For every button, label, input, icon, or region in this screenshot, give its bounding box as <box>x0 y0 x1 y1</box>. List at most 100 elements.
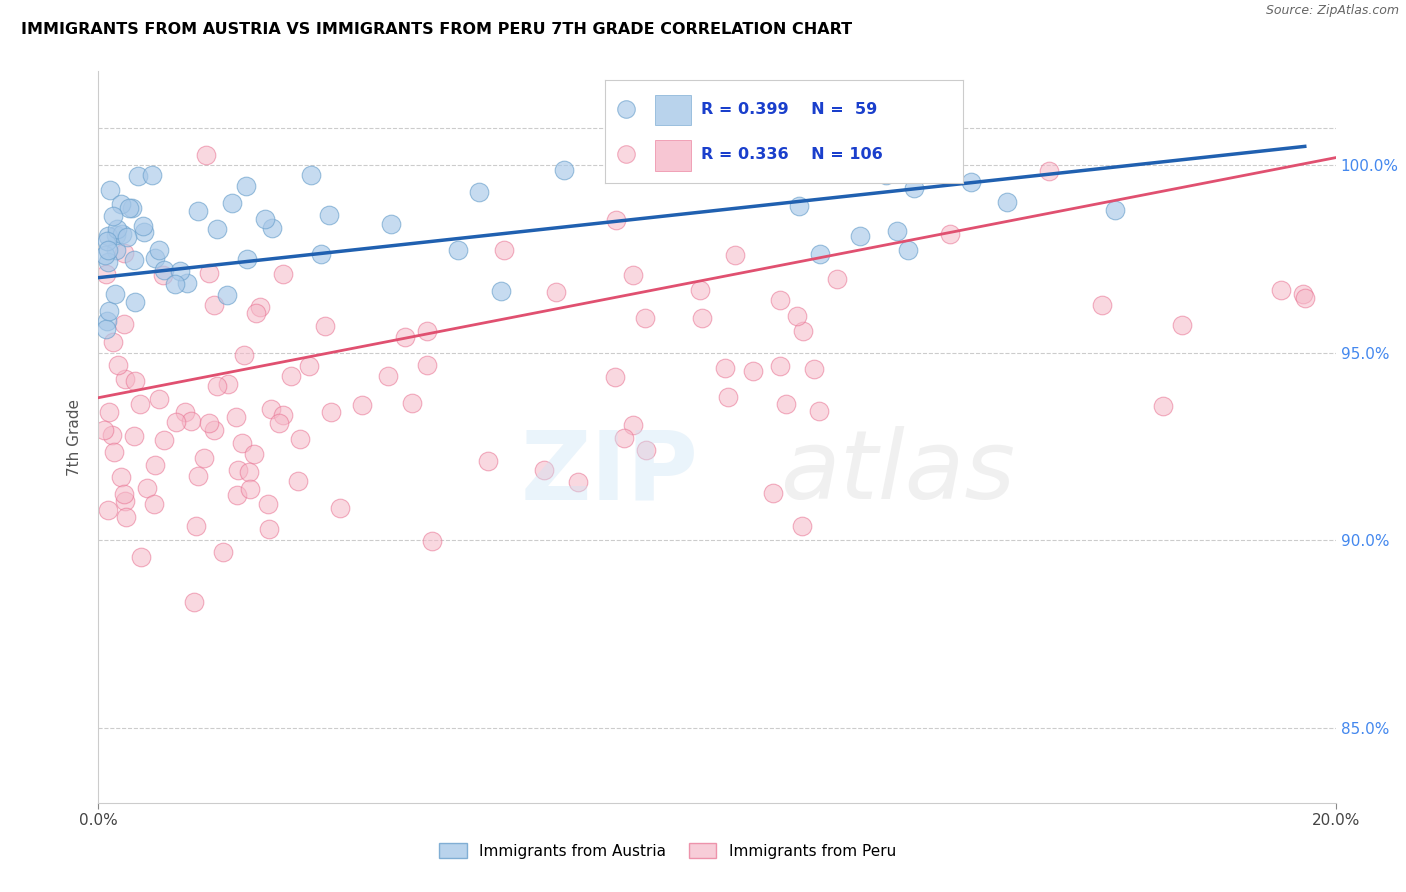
Point <box>995 195 1018 210</box>
Point <box>567 475 589 489</box>
Point <box>122 428 145 442</box>
Point <box>143 497 166 511</box>
Point <box>105 243 128 257</box>
Point <box>886 224 908 238</box>
Point <box>225 409 247 424</box>
Point <box>309 247 332 261</box>
Point <box>112 487 135 501</box>
Point <box>280 368 302 383</box>
Point <box>96 314 118 328</box>
Point <box>202 298 225 312</box>
Point <box>621 268 644 282</box>
Point <box>420 534 443 549</box>
Point <box>257 497 280 511</box>
Point <box>775 397 797 411</box>
Point <box>143 458 166 472</box>
Point <box>221 195 243 210</box>
Text: atlas: atlas <box>780 426 1015 519</box>
Point <box>96 234 118 248</box>
Text: Source: ZipAtlas.com: Source: ZipAtlas.com <box>1265 4 1399 18</box>
Point <box>148 244 170 258</box>
Point <box>299 168 322 182</box>
Legend: Immigrants from Austria, Immigrants from Peru: Immigrants from Austria, Immigrants from… <box>433 837 903 864</box>
Point <box>194 147 217 161</box>
Point <box>1171 318 1194 332</box>
Point <box>129 549 152 564</box>
Point <box>141 168 163 182</box>
Point <box>121 201 143 215</box>
Point <box>724 248 747 262</box>
Point <box>742 364 765 378</box>
Point <box>236 252 259 267</box>
Point <box>377 369 399 384</box>
Text: IMMIGRANTS FROM AUSTRIA VS IMMIGRANTS FROM PERU 7TH GRADE CORRELATION CHART: IMMIGRANTS FROM AUSTRIA VS IMMIGRANTS FR… <box>21 22 852 37</box>
Point <box>803 362 825 376</box>
Point <box>614 102 637 116</box>
Point <box>152 262 174 277</box>
Point <box>235 179 257 194</box>
Point <box>232 348 254 362</box>
Point <box>198 266 221 280</box>
Point <box>533 463 555 477</box>
Point <box>254 211 277 226</box>
Point <box>124 374 146 388</box>
Y-axis label: 7th Grade: 7th Grade <box>67 399 83 475</box>
Point <box>245 306 267 320</box>
Point <box>163 277 186 291</box>
Point <box>401 396 423 410</box>
Point <box>115 230 138 244</box>
Point <box>762 486 785 500</box>
Point <box>243 446 266 460</box>
Point <box>193 450 215 465</box>
Point <box>260 401 283 416</box>
Point <box>621 417 644 432</box>
Point <box>314 319 336 334</box>
Point <box>1270 283 1292 297</box>
Point <box>288 432 311 446</box>
Point <box>169 263 191 277</box>
Point <box>115 509 138 524</box>
Point <box>1152 399 1174 413</box>
Point <box>808 247 831 261</box>
Point <box>103 209 125 223</box>
Point <box>238 465 260 479</box>
Point <box>217 376 239 391</box>
Point <box>180 414 202 428</box>
Point <box>257 523 280 537</box>
Point <box>112 245 135 260</box>
Point <box>205 379 228 393</box>
Point <box>792 518 814 533</box>
Point <box>960 175 983 189</box>
Point <box>903 181 925 195</box>
Point <box>103 444 125 458</box>
Point <box>122 253 145 268</box>
Point <box>416 358 439 372</box>
Point <box>605 213 627 227</box>
Point <box>117 201 139 215</box>
Point <box>93 423 115 437</box>
Point <box>97 228 120 243</box>
Point <box>807 403 830 417</box>
Point <box>152 268 174 283</box>
Point <box>267 416 290 430</box>
Point <box>714 361 737 376</box>
Point <box>792 324 814 338</box>
Point <box>613 431 636 445</box>
Point <box>127 169 149 184</box>
Point <box>176 276 198 290</box>
Point <box>287 475 309 489</box>
Point <box>249 300 271 314</box>
Point <box>380 217 402 231</box>
Point <box>787 200 810 214</box>
Point <box>634 310 657 325</box>
Point <box>897 244 920 258</box>
Point <box>148 392 170 406</box>
Point <box>489 284 512 298</box>
Point <box>107 359 129 373</box>
Point <box>329 500 352 515</box>
Point <box>94 322 117 336</box>
Point <box>104 286 127 301</box>
Point <box>1091 298 1114 312</box>
Point <box>105 228 128 243</box>
Point <box>260 220 283 235</box>
